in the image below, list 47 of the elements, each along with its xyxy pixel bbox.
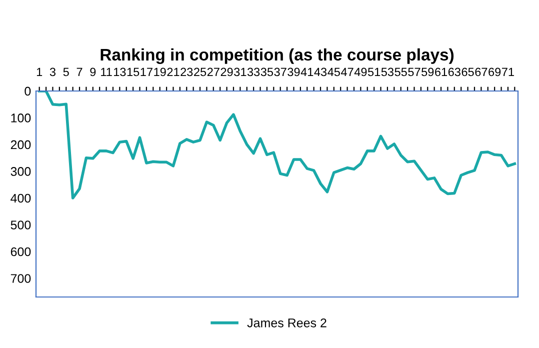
x-tick-label: 53 xyxy=(381,68,394,76)
x-tick-label: 69 xyxy=(488,68,501,76)
y-tick-label: 600 xyxy=(10,247,31,256)
x-tick-label: 57 xyxy=(408,68,420,76)
x-tick-label: 1 xyxy=(36,68,42,76)
y-tick-label: 300 xyxy=(10,167,31,176)
x-tick-label: 31 xyxy=(234,68,246,76)
y-tick-label: 200 xyxy=(10,140,31,150)
x-tick-label: 29 xyxy=(220,68,233,76)
x-tick-label: 51 xyxy=(368,68,380,76)
x-tick-label: 37 xyxy=(274,68,286,76)
x-tick-label: 71 xyxy=(502,68,514,76)
y-tick-label: 0 xyxy=(24,86,31,96)
x-tick-label: 41 xyxy=(300,68,314,76)
x-tick-label: 47 xyxy=(341,68,354,76)
y-tick-label: 500 xyxy=(10,220,31,230)
x-tick-label: 23 xyxy=(180,68,193,76)
x-tick-label: 67 xyxy=(475,68,488,76)
chart-title: Ranking in competition (as the course plays) xyxy=(100,48,454,64)
y-tick-label: 700 xyxy=(10,274,31,283)
x-tick-label: 45 xyxy=(328,68,340,76)
x-tick-label: 49 xyxy=(354,68,367,76)
x-tick-label: 55 xyxy=(394,68,407,76)
x-tick-label: 15 xyxy=(127,68,140,76)
x-tick-label: 39 xyxy=(288,68,300,76)
x-tick-label: 13 xyxy=(114,68,126,76)
x-tick-label: 27 xyxy=(207,68,220,76)
y-tick-label: 100 xyxy=(11,114,31,122)
y-tick-label: 400 xyxy=(10,194,31,203)
x-tick-label: 3 xyxy=(50,68,56,76)
line-series xyxy=(38,91,516,200)
x-tick-label: 21 xyxy=(167,68,180,76)
x-tick-label: 63 xyxy=(448,68,460,76)
x-tick-label: 9 xyxy=(90,68,96,76)
x-tick-label: 59 xyxy=(422,68,434,76)
x-tick-label: 65 xyxy=(462,68,474,76)
x-tick-label: 43 xyxy=(314,68,327,76)
x-tick-label: 5 xyxy=(63,68,69,76)
x-tick-label: 19 xyxy=(154,68,166,76)
legend-label: James Rees 2 xyxy=(247,318,326,328)
x-tick-label: 25 xyxy=(194,68,206,76)
x-tick-label: 7 xyxy=(76,68,82,76)
x-tick-label: 35 xyxy=(260,68,274,76)
x-tick-label: 11 xyxy=(101,68,112,76)
x-tick-label: 17 xyxy=(140,68,152,76)
x-tick-label: 61 xyxy=(435,68,448,76)
x-tick-label: 33 xyxy=(247,68,260,76)
